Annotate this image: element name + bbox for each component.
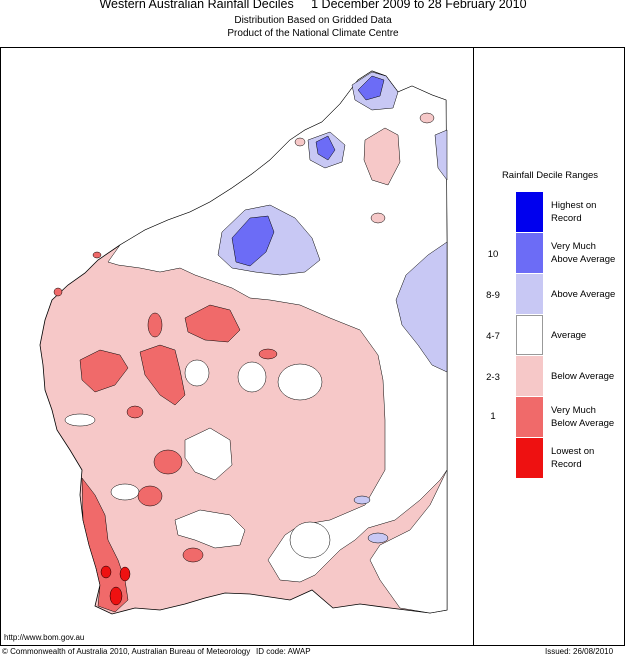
above-average-northeast	[434, 129, 448, 181]
average-region-east	[369, 469, 448, 614]
legend-label-very-much-below: Very Much Below Average	[551, 405, 615, 429]
map-frame	[0, 47, 625, 646]
very-much-below-average-patch-7	[92, 251, 102, 259]
very-much-above-average-pilbara	[231, 215, 275, 267]
legend-label-below: Below Average	[551, 371, 615, 382]
very-much-below-average-patch-3	[137, 485, 163, 507]
legend-label-above: Above Average	[551, 289, 616, 300]
id-code: ID code: AWAP	[256, 647, 311, 656]
very-much-below-average-patch-4	[258, 348, 278, 360]
lowest-on-record-patch-2	[100, 565, 112, 579]
legend-swatch-average	[516, 315, 543, 355]
very-much-below-average-interior-3	[79, 349, 129, 393]
map-subtitle-product: Product of the National Climate Centre	[227, 28, 399, 39]
average-patch-3	[184, 359, 210, 387]
very-much-below-average-patch-6	[182, 547, 204, 563]
legend-decile-10: 10	[487, 249, 499, 260]
below-average-kimberley	[363, 127, 401, 186]
average-region-west	[174, 509, 246, 549]
legend-label-average: Average	[551, 330, 587, 341]
very-much-below-average-interior-2	[139, 344, 186, 406]
website-link[interactable]: http://www.bom.gov.au	[4, 633, 85, 642]
lowest-on-record-patch-1	[109, 586, 123, 606]
average-patch-2	[237, 361, 267, 393]
legend-swatch-very-much-below	[516, 397, 543, 437]
map-title: Western Australian Rainfall Deciles 1 De…	[99, 0, 527, 11]
legend-swatch-highest	[516, 192, 543, 232]
legend-swatch-above	[516, 274, 543, 314]
legend-swatch-very-much-above	[516, 233, 543, 273]
very-much-below-average-patch-2	[153, 449, 183, 475]
very-much-below-average-patch-1	[147, 312, 163, 338]
average-patch-4	[289, 521, 331, 559]
legend-title: Rainfall Decile Ranges	[501, 170, 599, 181]
issued-date: Issued: 26/08/2010	[545, 647, 614, 656]
legend-label-highest: Highest on Record	[551, 200, 597, 224]
legend-label-lowest: Lowest on Record	[551, 446, 595, 470]
below-average-patch-c	[419, 112, 435, 124]
average-region-north	[107, 70, 448, 583]
legend-decile-1: 1	[490, 411, 496, 422]
legend-decile-4-7: 4-7	[486, 331, 500, 342]
very-much-below-average-patch-8	[53, 287, 63, 297]
above-average-patch-se	[367, 532, 389, 544]
map-subtitle-distribution: Distribution Based on Gridded Data	[234, 15, 392, 26]
lowest-on-record-patch-3	[119, 566, 131, 582]
very-much-below-average-southwest	[81, 477, 129, 613]
legend-swatch-below	[516, 356, 543, 396]
above-average-east	[395, 241, 448, 373]
legend-decile-2-3: 2-3	[486, 372, 500, 383]
very-much-above-average-north	[357, 75, 385, 101]
very-much-above-average-dampier	[315, 135, 336, 161]
legend-label-very-much-above: Very Much Above Average	[551, 241, 616, 265]
above-average-patch-south	[353, 495, 371, 505]
very-much-below-average-interior-1	[184, 304, 241, 343]
legend-decile-8-9: 8-9	[486, 290, 500, 301]
very-much-below-average-patch-5	[126, 405, 144, 419]
average-region-central	[184, 427, 233, 481]
average-patch-6	[110, 483, 140, 501]
average-patch-1	[277, 363, 323, 401]
average-patch-5	[64, 413, 96, 427]
below-average-patch-b	[294, 137, 306, 147]
legend-swatch-lowest	[516, 438, 543, 478]
below-average-patch-a	[370, 212, 386, 224]
copyright-notice: © Commonwealth of Australia 2010, Austra…	[2, 647, 251, 656]
legend-divider	[473, 47, 474, 646]
